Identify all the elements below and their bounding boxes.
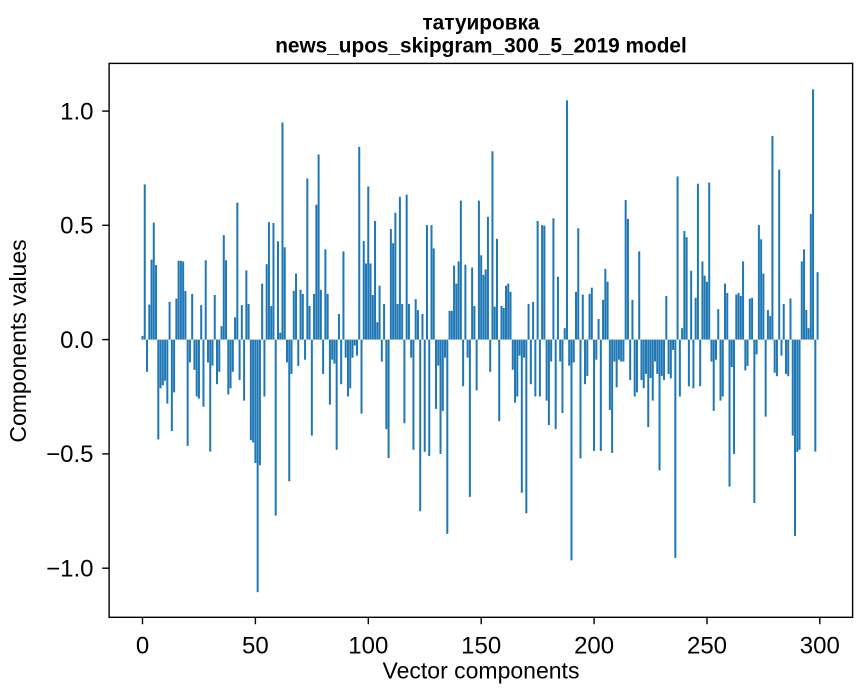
svg-text:100: 100 xyxy=(348,633,388,660)
svg-text:0.0: 0.0 xyxy=(60,327,93,354)
svg-text:−0.5: −0.5 xyxy=(46,441,93,468)
svg-text:0.5: 0.5 xyxy=(60,213,93,240)
svg-text:−1.0: −1.0 xyxy=(46,556,93,583)
svg-text:50: 50 xyxy=(242,633,269,660)
svg-text:татуировка: татуировка xyxy=(423,11,540,34)
svg-text:200: 200 xyxy=(574,633,614,660)
svg-text:250: 250 xyxy=(687,633,727,660)
svg-text:Components values: Components values xyxy=(5,239,31,442)
svg-text:1.0: 1.0 xyxy=(60,98,93,125)
svg-text:150: 150 xyxy=(461,633,501,660)
svg-text:300: 300 xyxy=(800,633,840,660)
svg-text:Vector components: Vector components xyxy=(383,658,580,684)
svg-text:news_upos_skipgram_300_5_2019: news_upos_skipgram_300_5_2019 model xyxy=(275,35,687,58)
svg-text:0: 0 xyxy=(136,633,149,660)
